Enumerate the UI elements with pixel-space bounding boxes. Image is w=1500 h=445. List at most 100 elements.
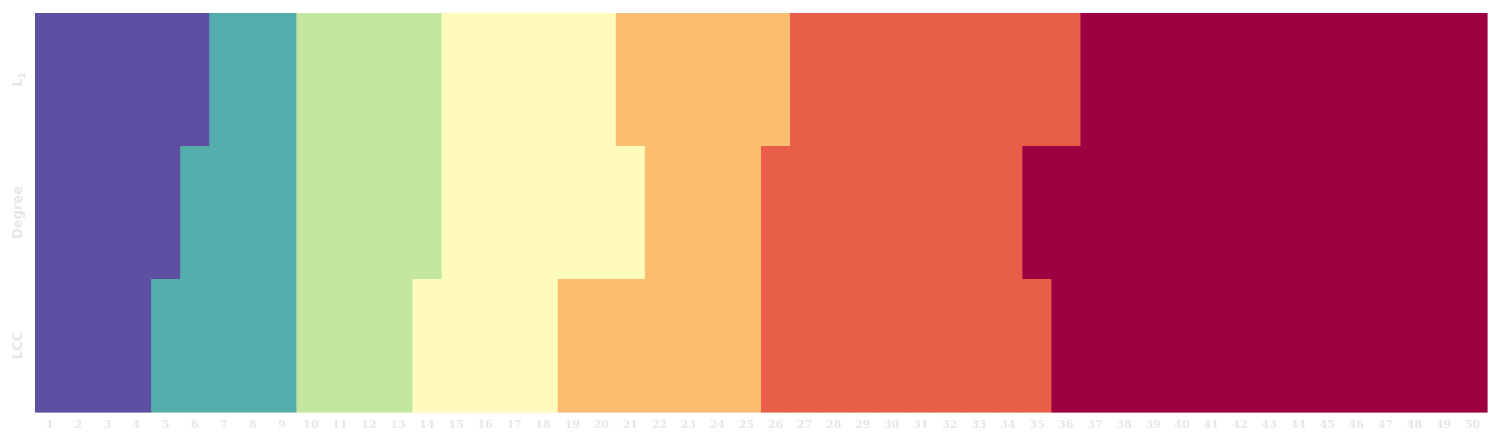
heatmap-cell [383, 279, 414, 413]
x-tick-label: 6 [191, 418, 199, 431]
x-tick-label: 13 [390, 418, 405, 431]
heatmap-cell [35, 13, 65, 147]
heatmap-cell [615, 146, 646, 280]
x-tick-label: 44 [1291, 418, 1307, 431]
heatmap-cell [528, 279, 559, 413]
x-tick-label: 45 [1320, 418, 1335, 431]
row-label: LCC [11, 332, 26, 359]
x-tick-label: 38 [1116, 418, 1132, 431]
row-label-text: Degree [11, 186, 26, 239]
x-tick-label: 43 [1262, 418, 1277, 431]
x-tick-label: 48 [1407, 418, 1423, 431]
heatmap-cell [702, 146, 733, 280]
heatmap-cell [1341, 279, 1372, 413]
x-tick-label: 20 [594, 418, 610, 431]
heatmap-cell [1399, 146, 1430, 280]
heatmap-cell [180, 13, 210, 147]
heatmap-cell [1022, 279, 1052, 413]
heatmap-cell [557, 13, 588, 147]
heatmap-cell [1254, 279, 1285, 413]
x-tick-label: 1 [46, 418, 54, 431]
x-tick-label: 17 [507, 418, 522, 431]
x-tick-label: 42 [1233, 418, 1248, 431]
x-tick-label: 7 [220, 418, 228, 431]
heatmap-cell [1254, 146, 1285, 280]
x-tick-label: 32 [942, 418, 957, 431]
x-tick-label: 22 [652, 418, 667, 431]
x-tick-label: 9 [278, 418, 286, 431]
heatmap-cell [1109, 146, 1140, 280]
heatmap-cell [1283, 13, 1314, 147]
heatmap-cell [1196, 279, 1227, 413]
heatmap-cell [1138, 13, 1169, 147]
heatmap-cell [296, 279, 326, 413]
heatmap-cell [1370, 146, 1401, 280]
heatmap-cell [702, 13, 733, 147]
x-tick-label: 47 [1378, 418, 1393, 431]
heatmap-cell [35, 279, 65, 413]
heatmap-cell [819, 146, 849, 280]
row-labels: L1 Degree LCC [11, 72, 28, 359]
heatmap-cell [615, 279, 646, 413]
heatmap-cell [64, 13, 94, 147]
heatmap-cell [64, 146, 94, 280]
x-tick-label: 35 [1029, 418, 1044, 431]
x-tick-label: 11 [332, 418, 347, 431]
heatmap-cell [935, 13, 965, 147]
heatmap-cell [296, 13, 326, 147]
x-tick-label: 2 [75, 418, 83, 431]
x-tick-label: 21 [623, 418, 638, 431]
heatmap-cell [325, 146, 356, 280]
heatmap-cell [528, 146, 559, 280]
heatmap-cell [267, 146, 297, 280]
row-label-text: LCC [11, 332, 26, 359]
heatmap-cell [819, 279, 849, 413]
heatmap-cell [935, 279, 965, 413]
heatmap-cell [470, 146, 501, 280]
x-tick-label: 29 [855, 418, 870, 431]
heatmap-cell [354, 146, 385, 280]
heatmap-cell [1341, 146, 1372, 280]
heatmap-cell [1109, 279, 1140, 413]
heatmap-cell [848, 146, 878, 280]
x-tick-label: 5 [162, 418, 170, 431]
x-tick-label: 46 [1349, 418, 1365, 431]
x-tick-label: 4 [133, 418, 141, 431]
heatmap-cell [1428, 146, 1459, 280]
heatmap-cell [790, 13, 820, 147]
x-tick-label: 16 [477, 418, 493, 431]
x-tick-label: 50 [1465, 418, 1481, 431]
x-tick-label: 19 [565, 418, 580, 431]
heatmap-cell [383, 146, 414, 280]
heatmap-cell [790, 146, 820, 280]
heatmap-cell [644, 13, 675, 147]
x-tick-label: 23 [681, 418, 696, 431]
heatmap-cell [1399, 279, 1430, 413]
heatmap-cell [673, 146, 704, 280]
heatmap-cell [122, 13, 152, 147]
heatmap-cell [906, 279, 936, 413]
heatmap-cell [1283, 279, 1314, 413]
heatmap-cell [557, 279, 588, 413]
heatmap-cell [1428, 13, 1459, 147]
heatmap-cell [586, 146, 617, 280]
x-tick-label: 18 [536, 418, 552, 431]
heatmap-cell [848, 13, 878, 147]
heatmap-cell [1051, 146, 1082, 280]
heatmap-cell [209, 146, 239, 280]
row-label-subscript: 1 [18, 72, 28, 78]
heatmap-cell [644, 279, 675, 413]
heatmap-cell [1457, 146, 1488, 280]
heatmap-cell [441, 279, 472, 413]
x-tick-label: 36 [1058, 418, 1074, 431]
heatmap-cell [1080, 146, 1111, 280]
x-tick-label: 30 [884, 418, 900, 431]
heatmap-cell [1370, 13, 1401, 147]
heatmap-cell [1167, 279, 1198, 413]
heatmap-cell [586, 13, 617, 147]
heatmap-cell [209, 279, 239, 413]
heatmap-cell [151, 146, 181, 280]
x-tick-label: 12 [361, 418, 376, 431]
heatmap-cell [702, 279, 733, 413]
